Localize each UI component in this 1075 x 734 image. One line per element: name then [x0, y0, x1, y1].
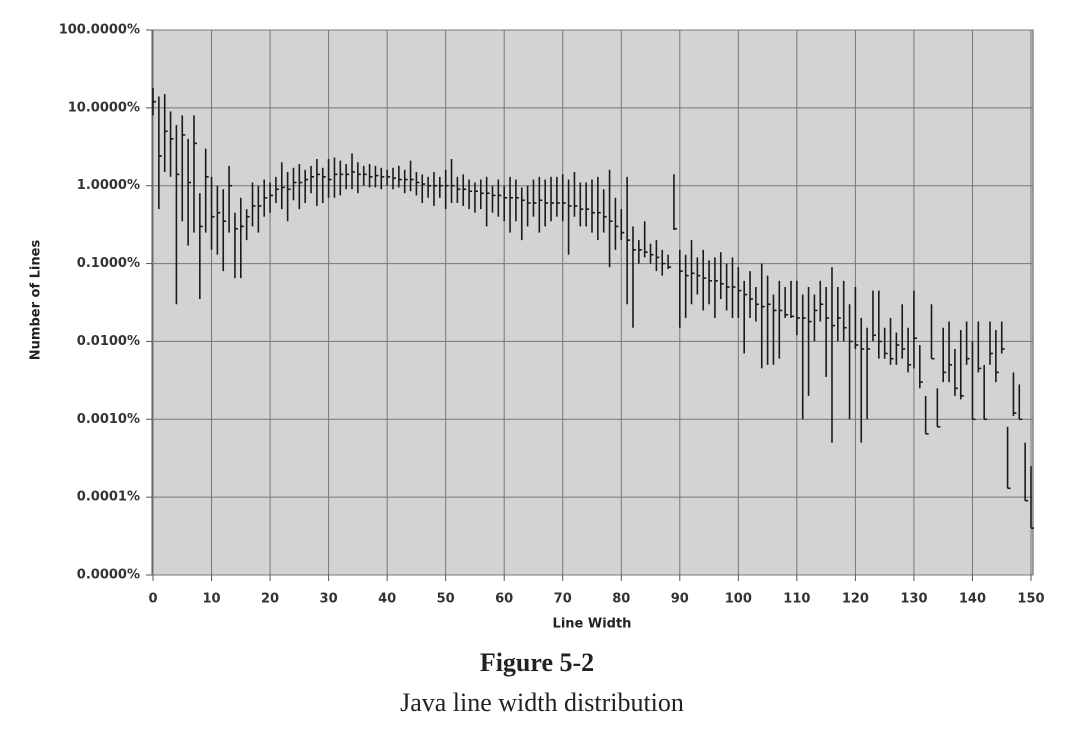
y-tick-label: 100.0000% [59, 23, 140, 38]
plot-area [151, 29, 1034, 576]
x-tick-label: 120 [842, 592, 869, 607]
x-tick-label: 140 [959, 592, 986, 607]
y-tick-label: 0.1000% [77, 256, 140, 271]
x-tick-label: 40 [378, 592, 396, 607]
x-tick-label: 20 [261, 592, 279, 607]
y-tick-label: 0.0010% [77, 412, 140, 427]
x-tick-label: 80 [612, 592, 630, 607]
y-tick-label: 1.0000% [77, 178, 140, 193]
caption: Java line width distribution [400, 688, 684, 717]
x-tick-label: 30 [320, 592, 338, 607]
x-tick-label: 0 [148, 592, 157, 607]
y-tick-label: 10.0000% [68, 100, 140, 115]
x-axis-label: Line Width [553, 617, 632, 632]
x-tick-label: 90 [671, 592, 689, 607]
x-tick-label: 150 [1017, 592, 1044, 607]
x-tick-label: 130 [900, 592, 927, 607]
x-tick-label: 60 [495, 592, 513, 607]
y-tick-label: 0.0001% [77, 490, 140, 505]
x-tick-label: 70 [554, 592, 572, 607]
y-tick-label: 0.0000% [77, 568, 140, 583]
y-tick-label: 0.0100% [77, 334, 140, 349]
caption-title: Figure 5-2 [480, 648, 594, 677]
y-axis-label: Number of Lines [29, 240, 44, 361]
x-tick-label: 10 [202, 592, 220, 607]
x-tick-label: 50 [437, 592, 455, 607]
x-tick-label: 100 [725, 592, 752, 607]
x-tick-label: 110 [783, 592, 810, 607]
